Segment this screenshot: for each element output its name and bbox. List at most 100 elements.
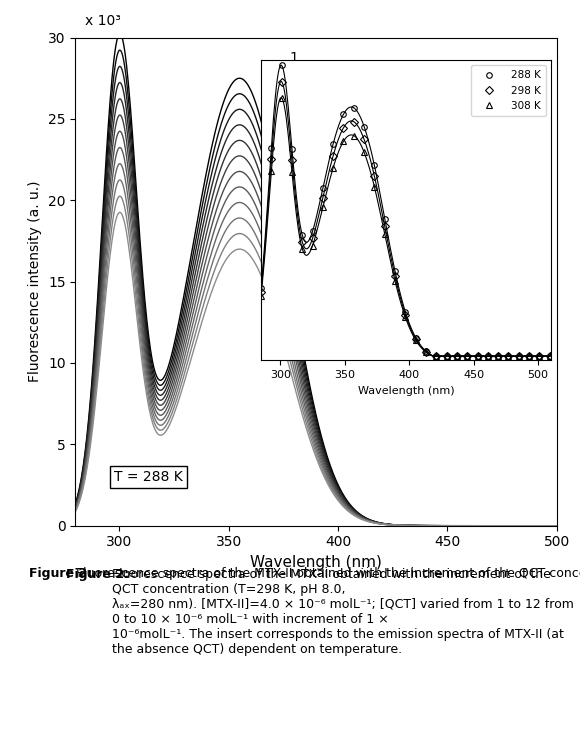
308 K bbox=[422, 348, 429, 357]
298 K bbox=[268, 155, 275, 164]
288 K bbox=[371, 161, 378, 170]
288 K bbox=[299, 231, 306, 240]
Line: 298 K: 298 K bbox=[258, 79, 553, 359]
298 K bbox=[525, 351, 532, 360]
288 K bbox=[422, 347, 429, 356]
288 K bbox=[329, 139, 336, 148]
288 K bbox=[546, 351, 553, 360]
308 K bbox=[464, 351, 471, 360]
288 K bbox=[443, 351, 450, 360]
298 K bbox=[412, 334, 419, 343]
308 K bbox=[320, 203, 327, 212]
298 K bbox=[288, 156, 295, 165]
298 K bbox=[392, 272, 398, 281]
Line: 308 K: 308 K bbox=[258, 95, 553, 359]
288 K bbox=[268, 143, 275, 152]
308 K bbox=[350, 131, 357, 140]
298 K bbox=[505, 351, 512, 360]
298 K bbox=[484, 351, 491, 360]
308 K bbox=[340, 137, 347, 146]
288 K bbox=[433, 351, 440, 360]
288 K bbox=[320, 183, 327, 192]
308 K bbox=[309, 241, 316, 250]
Line: 288 K: 288 K bbox=[258, 62, 553, 358]
308 K bbox=[278, 93, 285, 102]
298 K bbox=[361, 135, 368, 144]
X-axis label: Wavelength (nm): Wavelength (nm) bbox=[358, 386, 454, 396]
288 K bbox=[525, 351, 532, 360]
298 K bbox=[278, 77, 285, 86]
308 K bbox=[484, 351, 491, 360]
288 K bbox=[495, 351, 502, 360]
298 K bbox=[350, 117, 357, 126]
308 K bbox=[412, 336, 419, 345]
308 K bbox=[433, 351, 440, 360]
288 K bbox=[464, 351, 471, 360]
Text: Figure 2:: Figure 2: bbox=[66, 568, 129, 581]
298 K bbox=[371, 172, 378, 181]
288 K bbox=[350, 104, 357, 113]
288 K bbox=[278, 61, 285, 70]
298 K bbox=[495, 351, 502, 360]
308 K bbox=[361, 148, 368, 157]
298 K bbox=[402, 310, 409, 319]
288 K bbox=[392, 267, 398, 276]
308 K bbox=[443, 351, 450, 360]
298 K bbox=[320, 193, 327, 202]
308 K bbox=[258, 291, 264, 300]
298 K bbox=[433, 351, 440, 360]
298 K bbox=[515, 351, 522, 360]
288 K bbox=[309, 227, 316, 236]
308 K bbox=[536, 351, 543, 360]
288 K bbox=[536, 351, 543, 360]
298 K bbox=[381, 222, 388, 231]
308 K bbox=[299, 244, 306, 253]
308 K bbox=[402, 312, 409, 321]
308 K bbox=[392, 276, 398, 285]
308 K bbox=[495, 351, 502, 360]
Text: Figure 2:: Figure 2: bbox=[29, 567, 92, 580]
308 K bbox=[329, 163, 336, 172]
298 K bbox=[422, 347, 429, 356]
308 K bbox=[505, 351, 512, 360]
298 K bbox=[258, 287, 264, 296]
298 K bbox=[443, 351, 450, 360]
298 K bbox=[329, 151, 336, 160]
298 K bbox=[309, 234, 316, 243]
298 K bbox=[474, 351, 481, 360]
308 K bbox=[474, 351, 481, 360]
308 K bbox=[381, 230, 388, 239]
308 K bbox=[288, 167, 295, 176]
288 K bbox=[474, 351, 481, 360]
298 K bbox=[536, 351, 543, 360]
288 K bbox=[412, 333, 419, 342]
288 K bbox=[484, 351, 491, 360]
308 K bbox=[525, 351, 532, 360]
298 K bbox=[299, 237, 306, 246]
288 K bbox=[505, 351, 512, 360]
308 K bbox=[371, 182, 378, 192]
Text: Fluorescence spectra of the MTX-II obtained with the increment of the QCT concen: Fluorescence spectra of the MTX-II obtai… bbox=[112, 568, 574, 656]
298 K bbox=[454, 351, 461, 360]
298 K bbox=[340, 123, 347, 132]
X-axis label: Wavelength (nm): Wavelength (nm) bbox=[250, 555, 382, 570]
Legend: 288 K, 298 K, 308 K: 288 K, 298 K, 308 K bbox=[471, 65, 546, 116]
Text: T = 288 K: T = 288 K bbox=[114, 470, 183, 484]
288 K bbox=[340, 110, 347, 119]
288 K bbox=[515, 351, 522, 360]
308 K bbox=[454, 351, 461, 360]
Y-axis label: Fluorescence intensity (a. u.): Fluorescence intensity (a. u.) bbox=[28, 181, 42, 382]
288 K bbox=[454, 351, 461, 360]
298 K bbox=[464, 351, 471, 360]
308 K bbox=[546, 351, 553, 360]
288 K bbox=[381, 214, 388, 223]
308 K bbox=[515, 351, 522, 360]
288 K bbox=[258, 283, 264, 292]
Text: Fluorescence spectra of the MTX-II obtained with the increment of the QCT concen: Fluorescence spectra of the MTX-II obtai… bbox=[72, 567, 580, 580]
Text: x 10³: x 10³ bbox=[85, 14, 121, 28]
Text: 1: 1 bbox=[290, 51, 299, 65]
288 K bbox=[402, 307, 409, 316]
288 K bbox=[288, 144, 295, 153]
308 K bbox=[268, 167, 275, 176]
298 K bbox=[546, 351, 553, 360]
